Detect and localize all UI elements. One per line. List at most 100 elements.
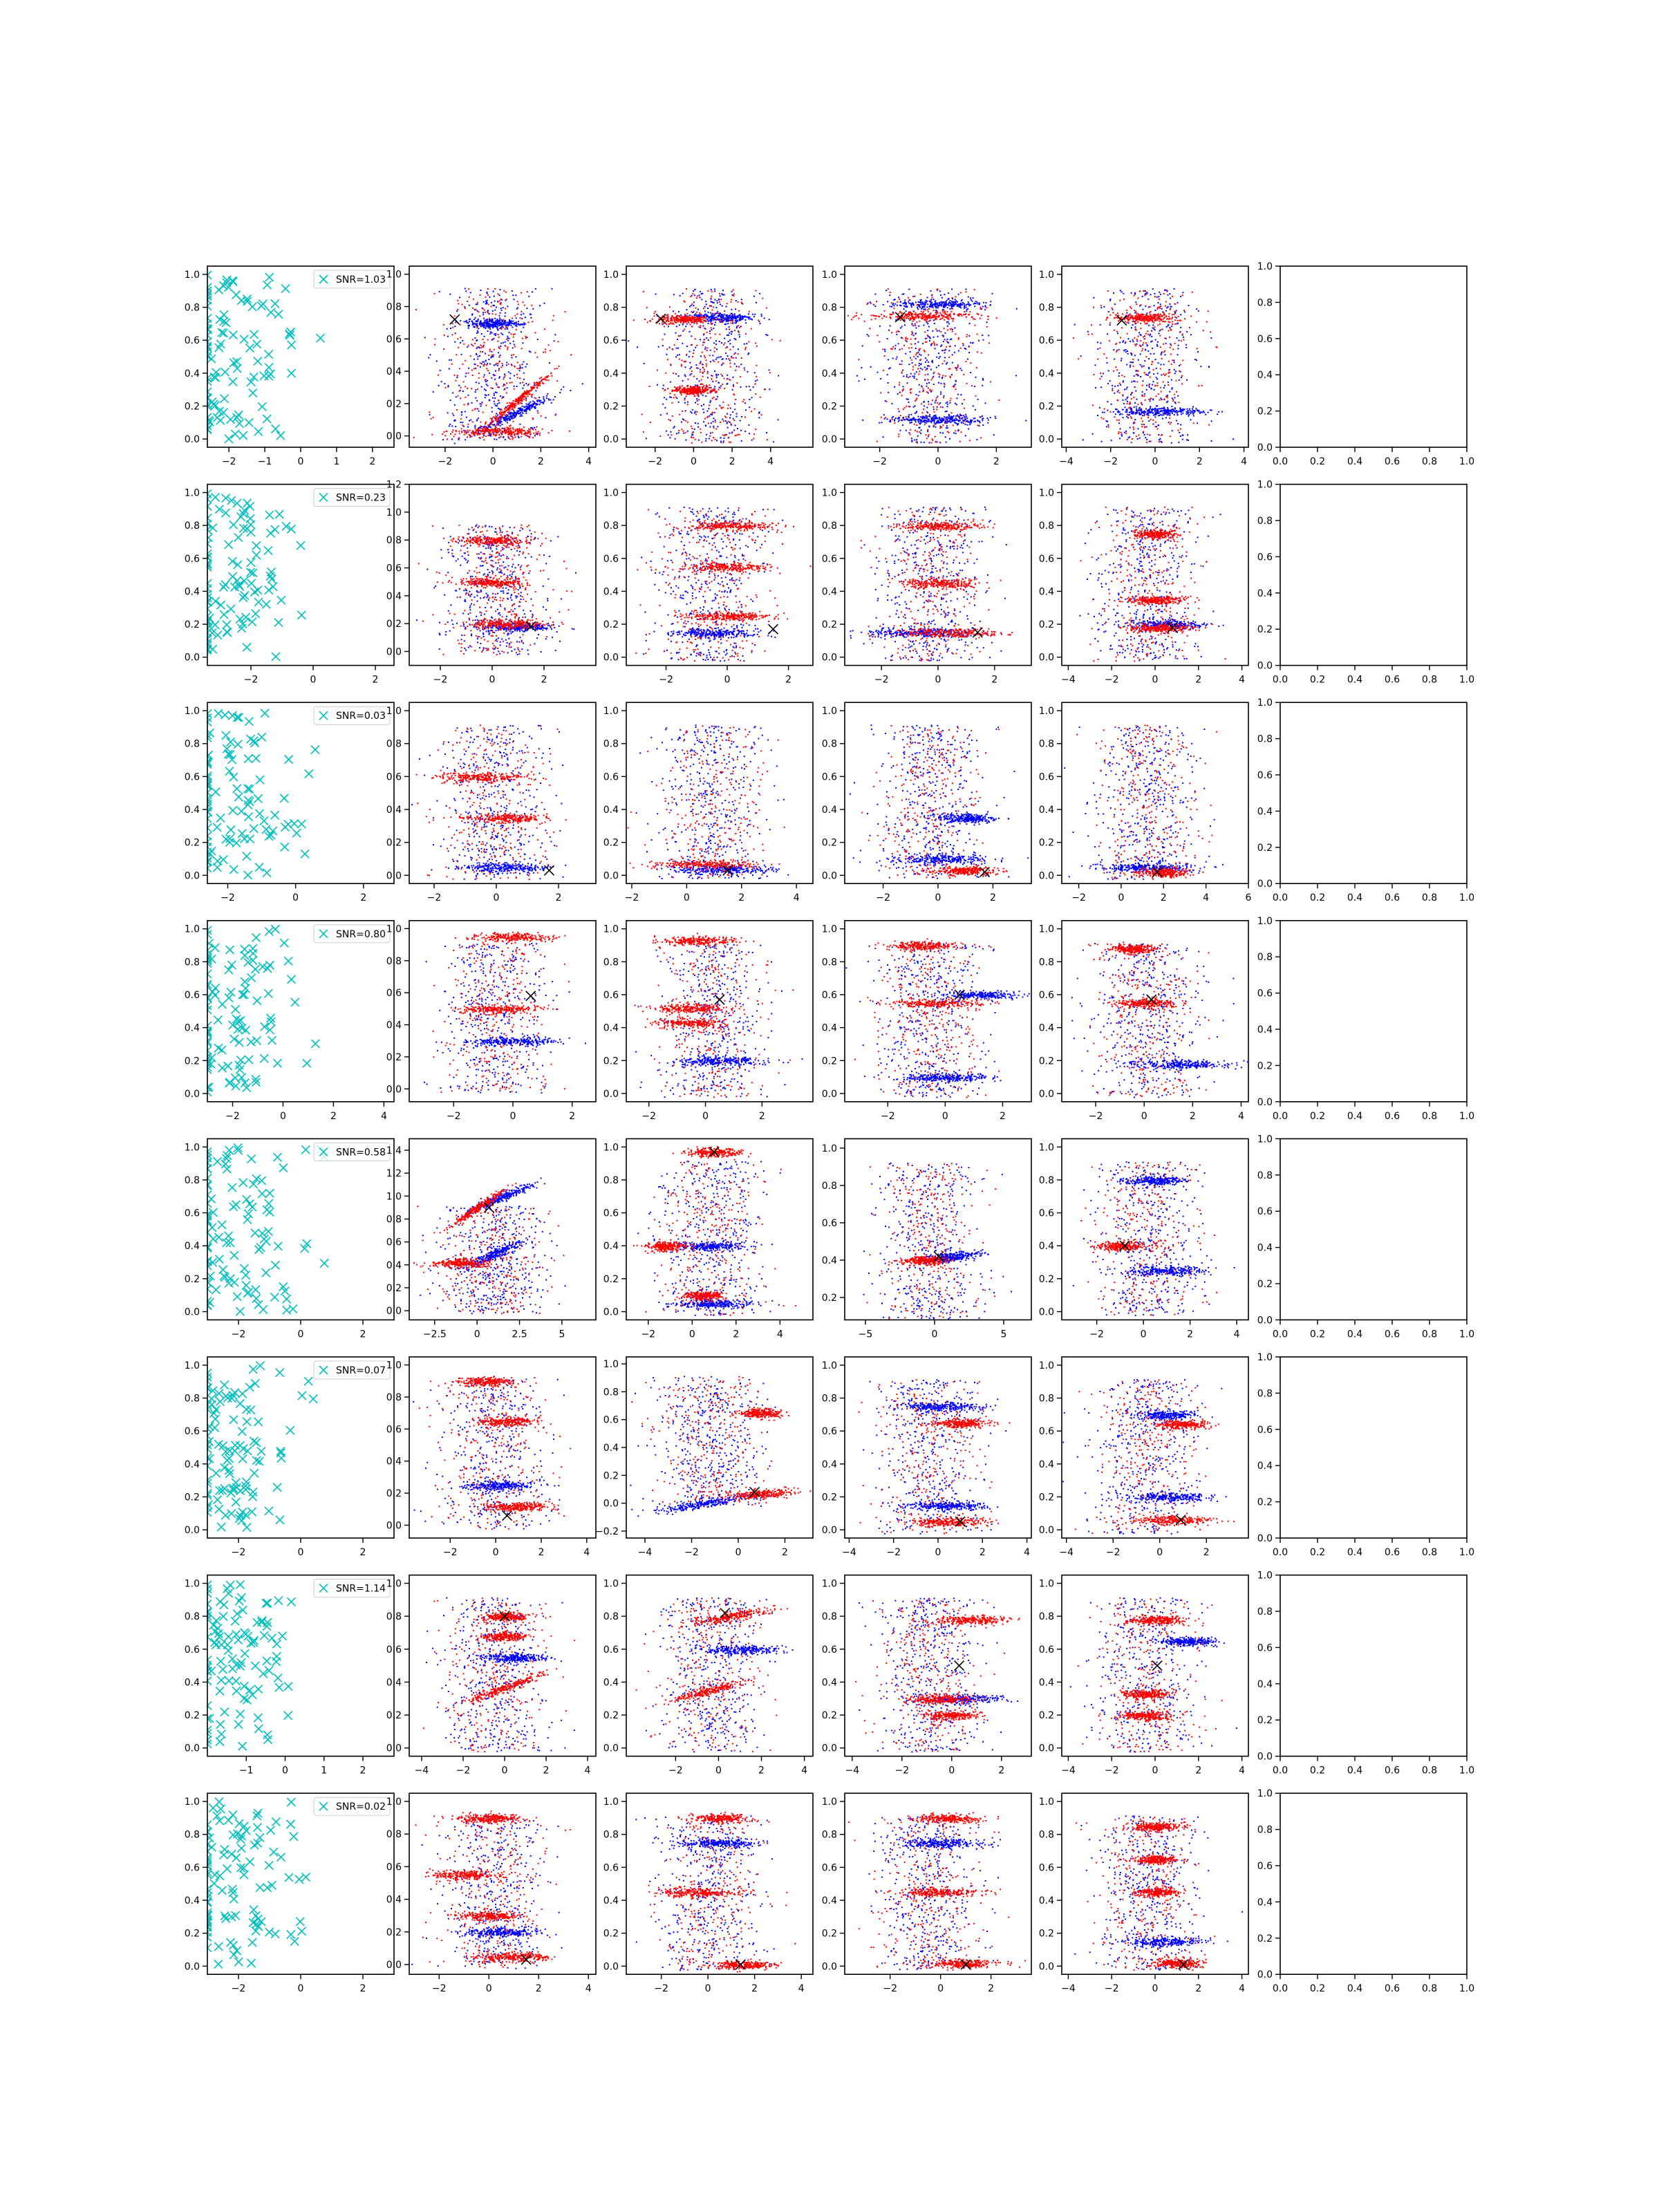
x-tick-label: 0.8 xyxy=(1422,892,1437,903)
cross-marker xyxy=(207,424,212,434)
y-tick-label: 0.0 xyxy=(1039,1306,1054,1318)
cross-marker xyxy=(223,749,233,759)
plot-area xyxy=(627,724,789,879)
x-tick-label: 2 xyxy=(330,1111,337,1122)
y-tick-label: 1.0 xyxy=(185,1797,200,1808)
y-tick-label: 0.2 xyxy=(185,838,200,849)
red-bands-cluster-3 xyxy=(447,1668,558,1711)
subplot-r6-c5: −4 −2 0 20.00.20.40.60.81.0 xyxy=(1039,1356,1249,1558)
y-tick-label: 0.2 xyxy=(1039,401,1054,412)
y-axis: 0.00.20.40.60.81.0 xyxy=(822,488,845,664)
y-tick-label: 0.4 xyxy=(185,1241,200,1252)
cross-marker xyxy=(207,393,212,403)
subplot-r5-c3: −2 0 2 40.00.20.40.60.81.0 xyxy=(603,1138,814,1340)
y-tick-label: 0.2 xyxy=(603,1929,619,1940)
axes-frame xyxy=(207,1574,395,1757)
cross-marker xyxy=(221,494,231,503)
y-tick-label: 1.0 xyxy=(185,270,200,281)
cross-marker xyxy=(231,290,241,299)
axes-frame xyxy=(844,1138,1032,1321)
blue-bands xyxy=(864,989,1031,1084)
cross-marker xyxy=(215,1485,225,1495)
cross-marker xyxy=(222,1864,232,1874)
x-tick-label: −2 xyxy=(232,1329,246,1340)
red-bands xyxy=(883,1614,1020,1725)
cross-marker xyxy=(286,1930,296,1940)
cross-marker xyxy=(207,628,212,638)
axes-frame xyxy=(207,702,395,885)
cross-marker xyxy=(249,1436,259,1446)
cross-marker xyxy=(231,1478,241,1488)
cross-marker xyxy=(207,1714,214,1723)
cross-marker xyxy=(207,593,212,603)
y-axis: 0.00.20.40.60.81.0 xyxy=(1039,1142,1062,1318)
cross-marker xyxy=(235,1580,245,1590)
x-tick-label: 0 xyxy=(310,675,317,686)
cross-marker xyxy=(211,983,221,993)
x-tick-label: 2 xyxy=(729,456,735,467)
y-tick-label: 0.8 xyxy=(822,303,837,314)
cross-marker xyxy=(245,568,256,577)
cross-marker xyxy=(225,1238,235,1248)
y-tick-label: 1.0 xyxy=(1257,1352,1273,1363)
cross-marker xyxy=(270,1929,280,1939)
y-axis: 0.00.20.40.60.81.0 xyxy=(386,1360,409,1531)
y-tick-label: 0.8 xyxy=(1039,1175,1054,1186)
subplot-r7-c4: −4 −2 0 20.00.20.40.60.81.0 xyxy=(822,1574,1032,1777)
x-tick-label: −2 xyxy=(221,892,235,903)
x-tick-label: −2 xyxy=(1103,456,1118,467)
x-tick-label: 0.0 xyxy=(1273,1983,1288,1994)
cross-marker xyxy=(254,1724,263,1734)
cross-marker xyxy=(207,1278,213,1288)
axes-frame xyxy=(1280,1138,1468,1321)
red-bands xyxy=(415,771,567,825)
axes-frame xyxy=(409,1138,597,1321)
cross-marker xyxy=(232,498,242,508)
y-tick-label: 0.0 xyxy=(185,870,200,881)
cross-marker xyxy=(251,609,261,619)
cross-marker xyxy=(295,1917,305,1927)
cross-marker xyxy=(262,414,272,424)
cross-marker xyxy=(292,828,301,838)
legend: SNR=0.07 xyxy=(313,1360,391,1380)
cross-marker xyxy=(207,1588,212,1598)
x-tick-label: 0.6 xyxy=(1385,1765,1400,1777)
red-bands-cluster-2 xyxy=(424,1868,512,1882)
blue-scatter xyxy=(1074,288,1235,444)
y-tick-label: 0.8 xyxy=(1257,952,1273,963)
cross-marker xyxy=(251,1926,261,1936)
y-tick-label: 0.4 xyxy=(1039,1677,1054,1688)
cross-marker xyxy=(249,1905,259,1915)
cross-marker xyxy=(257,402,267,411)
y-tick-label: 0.4 xyxy=(1257,1679,1273,1690)
y-tick-label: 1.0 xyxy=(386,924,402,935)
red-scatter-points xyxy=(417,724,559,880)
cross-marker xyxy=(264,362,274,373)
cross-marker xyxy=(207,1062,212,1072)
red-bands-cluster-1 xyxy=(430,1376,537,1389)
blue-scatter xyxy=(635,1815,775,1971)
cross-marker xyxy=(280,842,290,852)
cross-marker xyxy=(237,829,247,838)
cross-marker xyxy=(266,830,276,840)
cross-marker xyxy=(242,642,252,653)
cross-marker xyxy=(227,496,236,505)
blue-bands xyxy=(449,1479,560,1493)
x-tick-label: 4 xyxy=(1239,1765,1245,1777)
subplot-r1-c6: 0.0 0.2 0.4 0.6 0.8 1.00.00.20.40.60.81.0 xyxy=(1257,261,1474,467)
cross-marker xyxy=(207,1027,212,1037)
best-point-marker xyxy=(954,1660,965,1671)
blue-bands xyxy=(691,1642,794,1658)
y-tick-label: 1.0 xyxy=(1257,1788,1273,1799)
y-tick-label: 0.4 xyxy=(1257,1897,1273,1908)
cross-marker xyxy=(246,520,256,529)
red-scatter xyxy=(1088,943,1210,1097)
cross-marker xyxy=(262,1622,272,1631)
blue-bands-cluster-1 xyxy=(931,989,1031,1002)
y-tick-label: 0.0 xyxy=(1257,1752,1273,1763)
cross-marker xyxy=(290,997,300,1007)
best-point-marker xyxy=(955,1516,966,1527)
subplot-r8-c1: SNR=0.02−2 0 20.00.20.40.60.81.0 xyxy=(185,1792,395,1994)
red-bands-cluster-4 xyxy=(1146,1956,1207,1971)
axes-frame xyxy=(1061,1356,1249,1539)
